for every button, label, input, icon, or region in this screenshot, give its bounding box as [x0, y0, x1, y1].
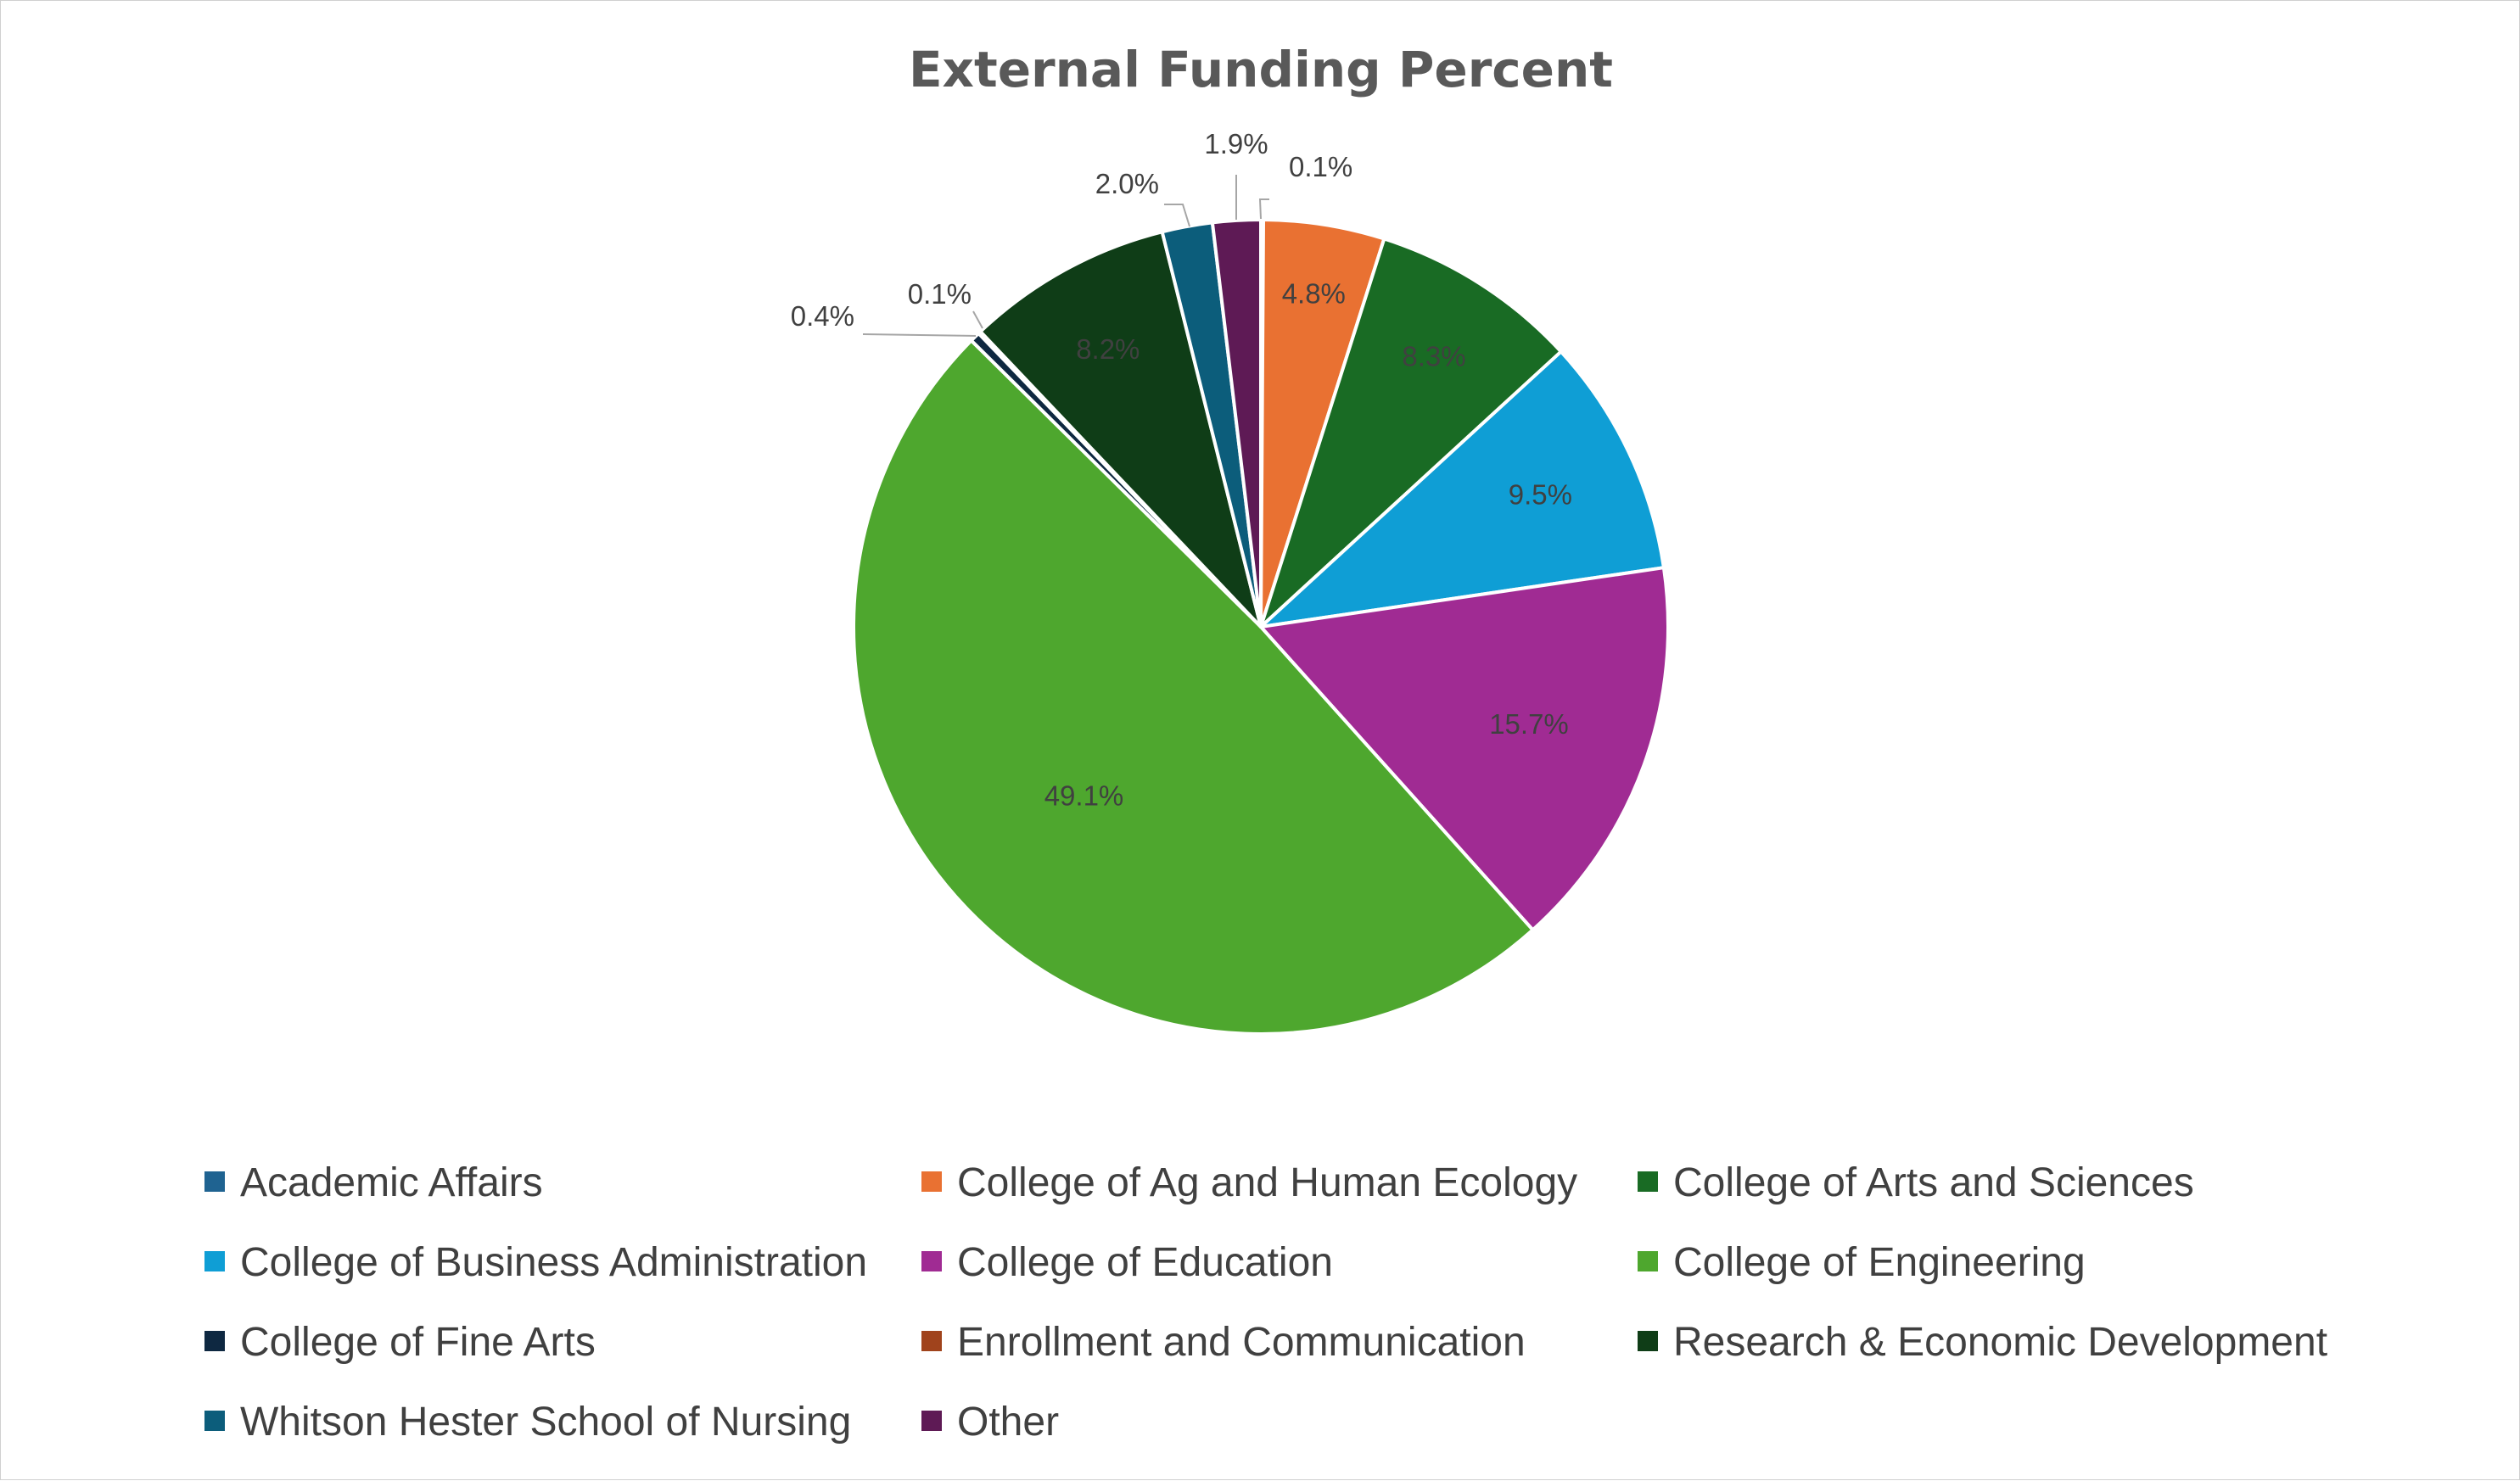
- pie-slice-other: [1210, 218, 1263, 629]
- leader-line-academic-affairs: [1258, 198, 1269, 220]
- legend-label: Academic Affairs: [240, 1160, 543, 1205]
- legend-item-research-and-economic-development: Research & Economic Development: [1638, 1320, 2327, 1365]
- data-label-other: 1.9%: [1204, 128, 1268, 159]
- data-label-academic-affairs: 0.1%: [1289, 151, 1352, 182]
- data-label-college-of-engineering: 49.1%: [1044, 780, 1124, 812]
- legend-label: College of Business Administration: [240, 1240, 867, 1285]
- legend: Academic Affairs College of Ag and Human …: [204, 1160, 2327, 1445]
- legend-label: Other: [957, 1400, 1059, 1445]
- legend-swatch: [921, 1411, 942, 1431]
- pie-slice-college-of-education: [1259, 566, 1670, 932]
- pie-slice-research-and-economic-development: [978, 230, 1263, 629]
- data-label-college-of-ag-and-human-ecology: 4.8%: [1282, 278, 1346, 310]
- legend-swatch: [204, 1331, 225, 1351]
- legend-label: College of Fine Arts: [240, 1320, 596, 1365]
- legend-swatch: [204, 1251, 225, 1271]
- legend-item-college-of-education: College of Education: [921, 1240, 1333, 1285]
- data-labels: 0.1% 4.8% 8.3% 9.5% 15.7% 49.1% 0.4% 0.1% 8.2% 2.…: [791, 128, 1572, 812]
- legend-label: Whitson Hester School of Nursing: [240, 1400, 851, 1445]
- legend-item-whitson-hester-school-of-nursing: Whitson Hester School of Nursing: [204, 1400, 851, 1445]
- legend-label: Research & Economic Development: [1673, 1320, 2327, 1365]
- legend-label: College of Education: [957, 1240, 1333, 1285]
- data-label-whitson-hester-school-of-nursing: 2.0%: [1095, 168, 1159, 199]
- legend-item-college-of-fine-arts: College of Fine Arts: [204, 1320, 596, 1365]
- legend-item-other: Other: [921, 1400, 1059, 1445]
- data-label-enrollment-and-communication: 0.1%: [908, 278, 972, 310]
- pie-slice-college-of-engineering: [852, 338, 1535, 1036]
- pie-slice-college-of-business-administration: [1259, 349, 1666, 629]
- legend-item-academic-affairs: Academic Affairs: [204, 1160, 543, 1205]
- legend-item-college-of-engineering: College of Engineering: [1638, 1240, 2086, 1285]
- legend-swatch: [921, 1251, 942, 1271]
- data-label-college-of-education: 15.7%: [1489, 708, 1569, 740]
- legend-swatch: [921, 1171, 942, 1192]
- data-label-college-of-business-administration: 9.5%: [1509, 478, 1572, 510]
- legend-label: College of Arts and Sciences: [1673, 1160, 2194, 1205]
- legend-swatch: [1638, 1171, 1658, 1192]
- data-label-college-of-arts-and-sciences: 8.3%: [1402, 340, 1465, 372]
- legend-swatch: [204, 1171, 225, 1192]
- leader-line-college-of-fine-arts: [862, 333, 977, 337]
- leader-line-enrollment-and-communication: [972, 310, 983, 329]
- legend-item-enrollment-and-communication: Enrollment and Communication: [921, 1320, 1526, 1365]
- legend-swatch: [921, 1331, 942, 1351]
- legend-label: Enrollment and Communication: [957, 1320, 1526, 1365]
- legend-item-college-of-ag-and-human-ecology: College of Ag and Human Ecology: [921, 1160, 1577, 1205]
- leader-line-whitson-hester-school-of-nursing: [1164, 204, 1190, 227]
- legend-item-college-of-arts-and-sciences: College of Arts and Sciences: [1638, 1160, 2194, 1205]
- pie-slices: [852, 218, 1670, 1036]
- legend-swatch: [204, 1411, 225, 1431]
- legend-item-college-of-business-administration: College of Business Administration: [204, 1240, 867, 1285]
- legend-label: College of Ag and Human Ecology: [957, 1160, 1577, 1205]
- chart-title: External Funding Percent: [909, 41, 1613, 98]
- data-label-college-of-fine-arts: 0.4%: [791, 300, 854, 332]
- legend-label: College of Engineering: [1673, 1240, 2086, 1285]
- legend-swatch: [1638, 1251, 1658, 1271]
- pie-slice-college-of-arts-and-sciences: [1259, 237, 1563, 629]
- data-label-research-and-economic-development: 8.2%: [1076, 333, 1140, 365]
- legend-swatch: [1638, 1331, 1658, 1351]
- leader-lines: [862, 175, 1269, 337]
